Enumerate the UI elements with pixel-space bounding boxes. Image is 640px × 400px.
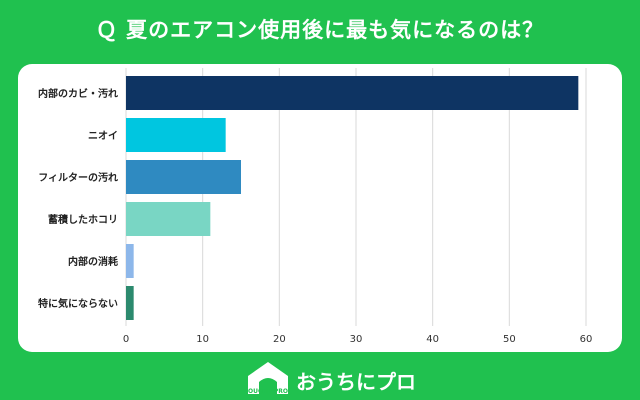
brand-name: おうちにプロ [296,370,416,394]
category-label: 内部のカビ・汚れ [38,87,118,100]
x-tick-label: 40 [426,334,439,345]
bar [126,202,211,236]
x-tick-label: 60 [580,334,593,345]
bar [126,244,134,278]
bar-chart: 内部のカビ・汚れニオイフィルターの汚れ蓄積したホコリ内部の消耗特に気にならない … [38,68,593,345]
x-tick-label: 30 [350,334,363,345]
bar [126,160,241,194]
grid-lines [125,68,587,326]
category-label: 内部の消耗 [68,255,118,268]
page-title: Ｑ 夏のエアコン使用後に最も気になるのは？ [95,18,545,42]
logo-sub-text: OUCHInPRO [248,388,288,395]
x-tick-label: 50 [503,334,516,345]
x-tick-label: 0 [123,334,129,345]
bar [126,286,134,320]
house-logo-icon: OUCHInPRO [248,362,288,395]
category-label: 蓄積したホコリ [48,213,118,226]
category-label: 特に気にならない [38,297,118,310]
category-label: フィルターの汚れ [38,171,118,184]
bars [126,76,579,320]
category-label: ニオイ [88,130,118,142]
footer: OUCHInPRO おうちにプロ [0,360,640,400]
x-tick-labels: 0 10 20 30 40 50 60 [123,334,593,345]
chart-card: 内部のカビ・汚れ ニオイ フィルターの汚れ 蓄積したホコリ 内部の消耗 特に気にならない … [18,64,622,352]
x-tick-label: 20 [273,334,286,345]
x-tick-label: 10 [196,334,209,345]
bar [126,76,579,110]
bar [126,118,226,152]
